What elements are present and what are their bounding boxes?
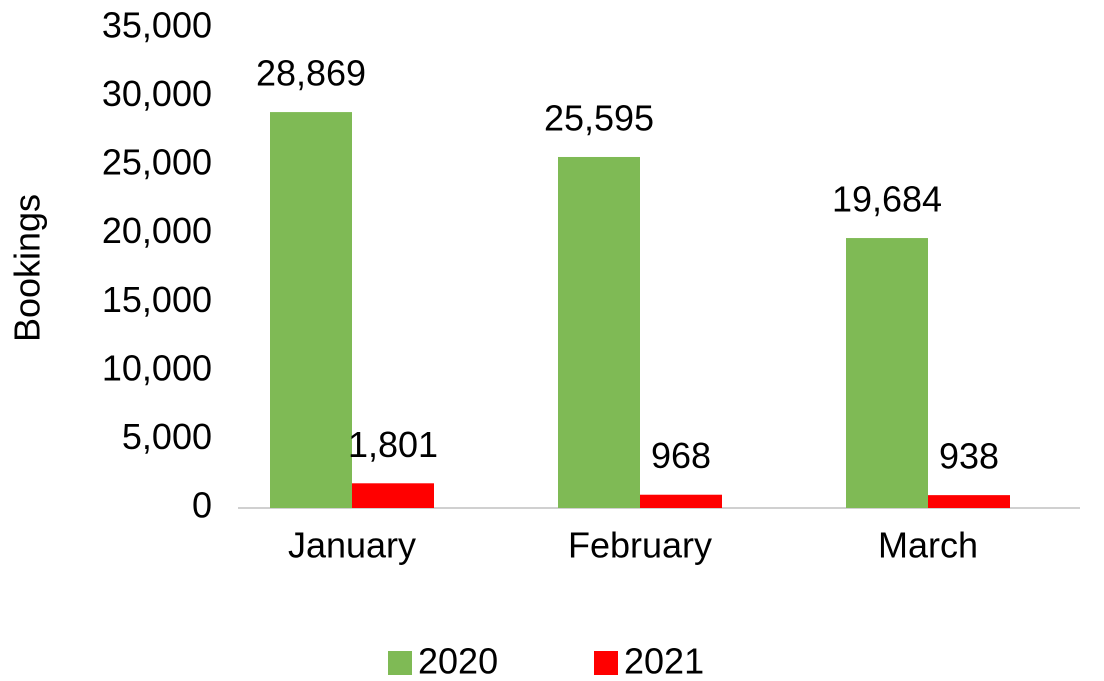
data-label: 1,801 (348, 424, 438, 465)
bar (558, 156, 640, 509)
y-tick-label: 20,000 (102, 210, 212, 251)
data-label: 19,684 (832, 179, 942, 220)
legend-label: 2020 (418, 641, 498, 681)
y-axis-label: Bookings (7, 194, 48, 342)
data-label: 938 (939, 436, 999, 477)
y-tick-label: 25,000 (102, 142, 212, 183)
legend-label: 2021 (624, 641, 704, 681)
legend-swatch (388, 651, 412, 675)
x-tick-label: March (878, 525, 978, 566)
data-label: 968 (651, 435, 711, 476)
bar (928, 495, 1010, 508)
y-tick-label: 30,000 (102, 73, 212, 114)
data-label: 28,869 (256, 53, 366, 94)
x-tick-label: January (288, 525, 416, 566)
legend-swatch (594, 651, 618, 675)
data-label: 25,595 (544, 97, 654, 138)
bar (640, 494, 722, 508)
y-tick-label: 15,000 (102, 279, 212, 320)
y-tick-label: 10,000 (102, 347, 212, 388)
bar (270, 112, 352, 509)
x-tick-label: February (568, 525, 712, 566)
bar (846, 238, 928, 508)
y-tick-label: 5,000 (122, 416, 212, 457)
y-tick-label: 35,000 (102, 5, 212, 46)
bar (352, 483, 434, 508)
y-tick-label: 0 (192, 485, 212, 526)
